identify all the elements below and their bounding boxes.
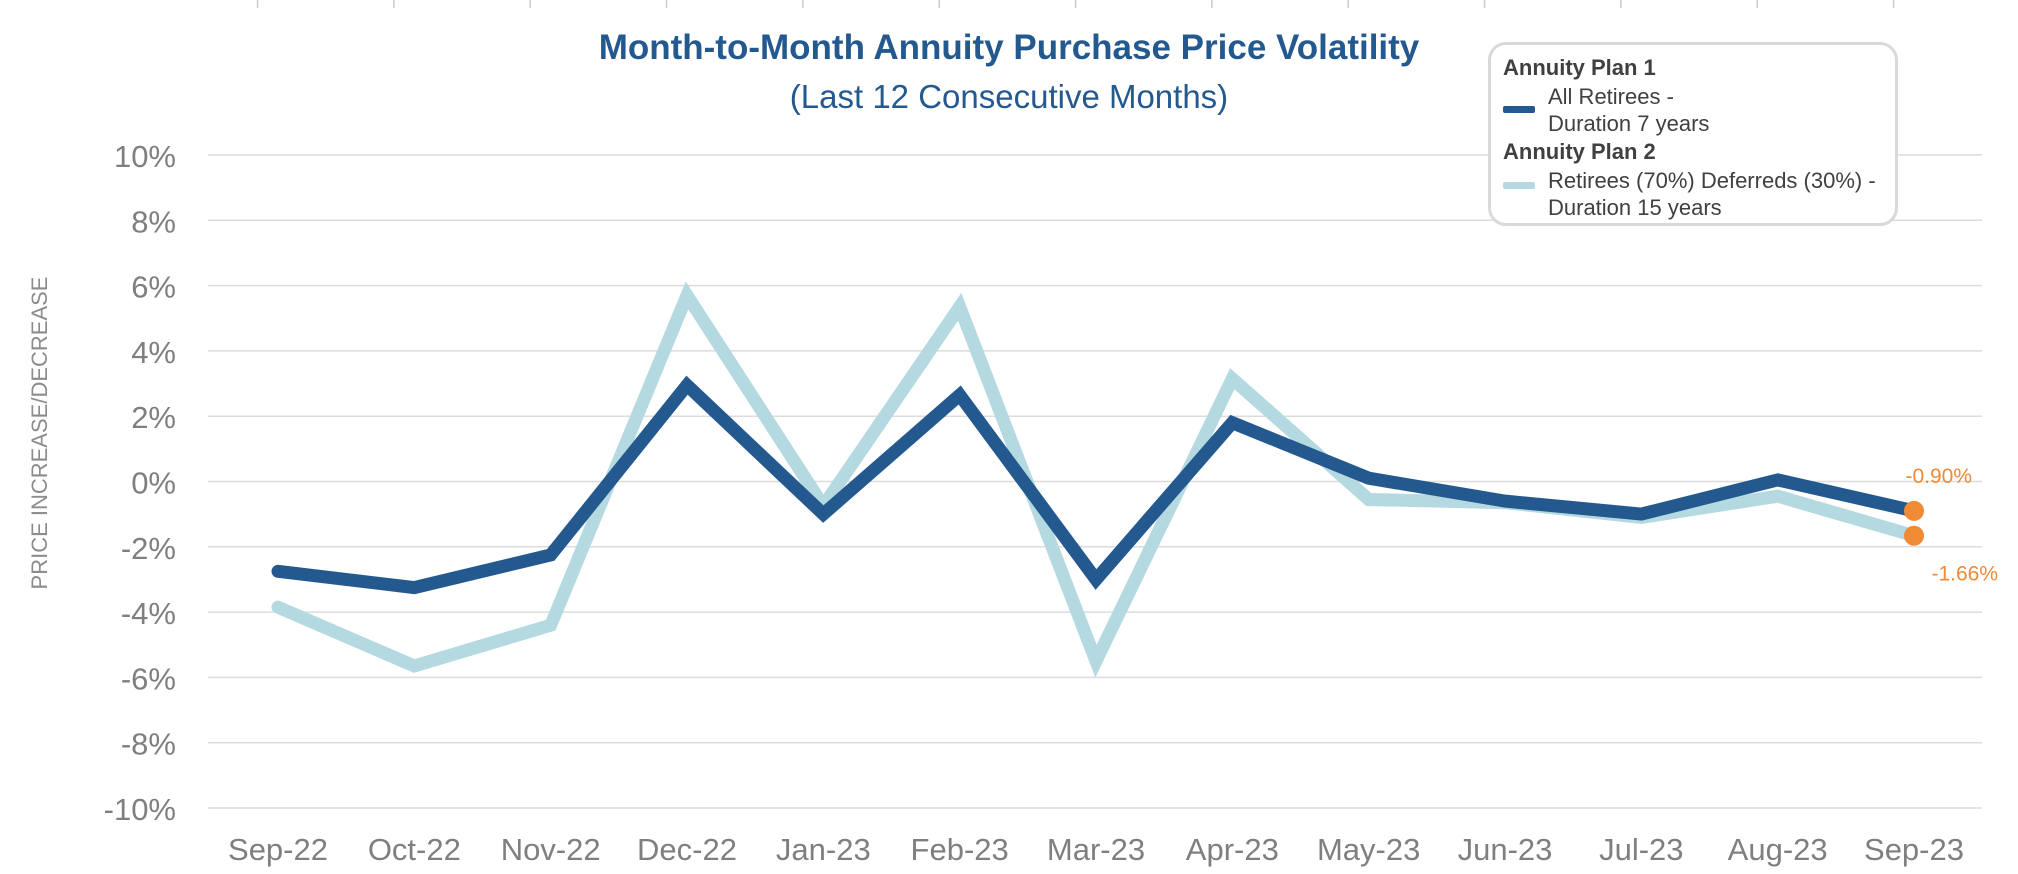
grid-lines <box>208 154 1982 809</box>
y-tick-label: 10% <box>114 139 176 174</box>
y-axis-label: PRICE INCREASE/DECREASE <box>27 277 52 590</box>
y-tick-label: -2% <box>121 531 176 566</box>
legend-plan-1-swatch <box>1503 106 1535 113</box>
x-tick-label: Feb-23 <box>911 832 1009 867</box>
x-tick-label: Dec-22 <box>637 832 737 867</box>
legend-plan-2-swatch <box>1503 182 1535 189</box>
x-tick-label: Mar-23 <box>1047 832 1145 867</box>
legend: Annuity Plan 1 All Retirees - Duration 7… <box>1488 42 1898 226</box>
end-marker-plan-1 <box>1904 500 1924 521</box>
y-tick-label: -8% <box>121 727 176 762</box>
y-tick-label: 8% <box>131 204 176 239</box>
y-tick-label: 0% <box>131 466 176 501</box>
legend-plan-1-desc-line1: All Retirees - <box>1548 84 1674 109</box>
x-tick-label: Jul-23 <box>1599 832 1683 867</box>
y-axis-ticks: -10% -8% -6% -4% -2% 0% 2% 4% 6% 8% 10% <box>104 139 176 827</box>
x-tick-label: Nov-22 <box>501 832 601 867</box>
x-tick-label: Jan-23 <box>776 832 871 867</box>
x-tick-label: Aug-23 <box>1728 832 1828 867</box>
x-tick-label: Sep-23 <box>1864 832 1964 867</box>
chart-subtitle: (Last 12 Consecutive Months) <box>789 78 1229 115</box>
legend-plan-1-title: Annuity Plan 1 <box>1503 55 1656 80</box>
end-markers: -0.90% -1.66% <box>1904 465 1998 586</box>
top-axis-ticks <box>256 0 1895 8</box>
y-tick-label: -4% <box>121 596 176 631</box>
end-marker-plan-2 <box>1904 525 1924 546</box>
y-tick-label: 2% <box>131 400 176 435</box>
y-tick-label: 4% <box>131 335 176 370</box>
series-lines <box>271 281 1921 678</box>
x-tick-label: Apr-23 <box>1186 832 1279 867</box>
legend-plan-1-desc-line2: Duration 7 years <box>1548 111 1710 136</box>
legend-plan-2-desc-line2: Duration 15 years <box>1548 195 1722 220</box>
legend-plan-2-desc-line1: Retirees (70%) Deferreds (30%) - <box>1548 168 1876 193</box>
end-value-label-plan-1: -0.90% <box>1905 465 1972 488</box>
x-tick-label: Jun-23 <box>1458 832 1553 867</box>
y-tick-label: -6% <box>121 661 176 696</box>
x-tick-label: Sep-22 <box>228 832 328 867</box>
y-tick-label: -10% <box>104 792 176 827</box>
end-value-label-plan-2: -1.66% <box>1931 563 1998 586</box>
series-line-plan-1 <box>271 375 1921 595</box>
x-axis-ticks: Sep-22 Oct-22 Nov-22 Dec-22 Jan-23 Feb-23 Mar-… <box>228 832 1964 867</box>
x-tick-label: May-23 <box>1317 832 1420 867</box>
x-tick-label: Oct-22 <box>368 832 461 867</box>
legend-plan-2-title: Annuity Plan 2 <box>1503 139 1656 164</box>
chart-title: Month-to-Month Annuity Purchase Price Vo… <box>598 28 1420 67</box>
y-tick-label: 6% <box>131 270 176 305</box>
